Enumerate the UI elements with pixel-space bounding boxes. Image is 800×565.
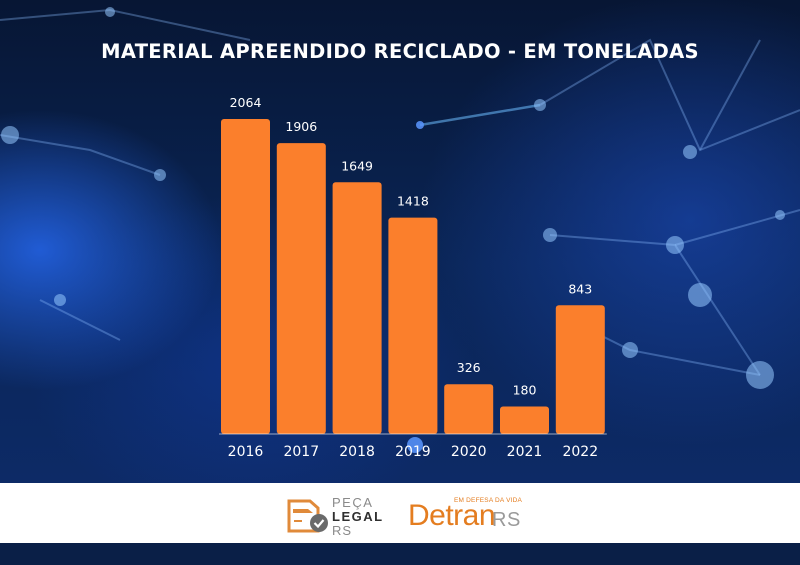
x-tick-label-2020: 2020 bbox=[451, 444, 487, 460]
footer-bottom-strip bbox=[0, 543, 800, 565]
bar-2017 bbox=[276, 143, 326, 434]
x-tick-label-2019: 2019 bbox=[395, 444, 431, 460]
bar-2022 bbox=[555, 305, 605, 434]
value-label-2017: 1906 bbox=[285, 119, 317, 134]
chart-title: MATERIAL APREENDIDO RECICLADO - EM TONEL… bbox=[101, 40, 699, 63]
value-label-2020: 326 bbox=[457, 360, 481, 375]
detran-wordmark: Detran bbox=[408, 499, 496, 532]
peca-legal-logo: PEÇA LEGAL RS bbox=[286, 495, 396, 541]
detran-rs-logo: EM DEFESA DA VIDA Detran RS bbox=[408, 497, 538, 537]
peca-legal-text-line1: PEÇA bbox=[332, 495, 374, 510]
value-label-2018: 1649 bbox=[341, 158, 373, 173]
detran-tagline: EM DEFESA DA VIDA bbox=[454, 497, 523, 504]
bar-chart: 2064 1906 1649 1418 326 180 843 2016 2017 2018 20… bbox=[219, 95, 607, 460]
chart-background: MATERIAL APREENDIDO RECICLADO - EM TONEL… bbox=[0, 0, 800, 483]
peca-legal-text-line3: RS bbox=[332, 523, 353, 538]
bar-2020 bbox=[444, 384, 494, 434]
value-label-2021: 180 bbox=[513, 383, 537, 398]
car-door-check-icon bbox=[287, 499, 328, 533]
bar-2021 bbox=[500, 406, 549, 434]
x-tick-label-2016: 2016 bbox=[228, 444, 264, 460]
x-tick-label-2018: 2018 bbox=[339, 444, 375, 460]
x-tick-label-2022: 2022 bbox=[562, 444, 598, 460]
peca-legal-text-line2: LEGAL bbox=[332, 509, 384, 524]
x-tick-label-2017: 2017 bbox=[283, 444, 319, 460]
bar-2018 bbox=[332, 182, 382, 434]
network-decoration bbox=[0, 7, 800, 453]
detran-rs-suffix: RS bbox=[492, 509, 521, 531]
bar-2019 bbox=[388, 217, 438, 434]
value-label-2019: 1418 bbox=[397, 194, 429, 209]
value-label-2016: 2064 bbox=[230, 95, 262, 110]
bar-2016 bbox=[221, 119, 270, 434]
x-tick-label-2021: 2021 bbox=[507, 444, 543, 460]
value-label-2022: 843 bbox=[568, 281, 592, 296]
